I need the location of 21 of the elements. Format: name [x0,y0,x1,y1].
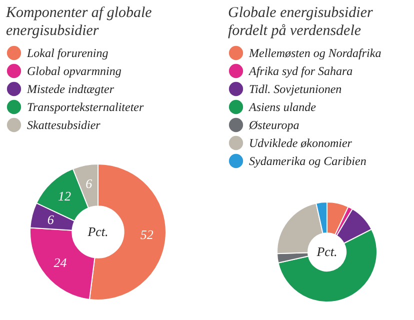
text: Pct. [316,244,338,259]
legend-label: Tidl. Sovjetunionen [249,82,342,96]
legend-label: Transporteksternaliteter [27,100,144,114]
data-label: 24 [54,255,68,270]
text: Pct. [86,224,108,239]
legend-label: Skattesubsidier [27,118,101,132]
legend-label: Afrika syd for Sahara [248,64,353,78]
chart-title: Komponenter af globale energisubsidier [5,5,152,39]
chart-title: Globale energisubsidier fordelt på verdensdele [228,5,374,39]
data-label: 52 [140,227,154,242]
legend-label: Sydamerika og Caribien [249,154,366,168]
legend-label: Mistede indtægter [26,82,114,96]
legend-label: Global opvarmning [27,64,122,78]
data-label: 12 [58,188,72,204]
legend-label: Lokal forurening [26,46,108,60]
data-label: 6 [47,212,54,227]
data-label: 6 [86,176,93,191]
legend-label: Udviklede økonomier [249,136,352,150]
legend-label: Østeuropa [248,118,300,132]
legend-label: Mellemøsten og Nordafrika [248,46,382,60]
legend-label: Asiens ulande [248,100,317,114]
